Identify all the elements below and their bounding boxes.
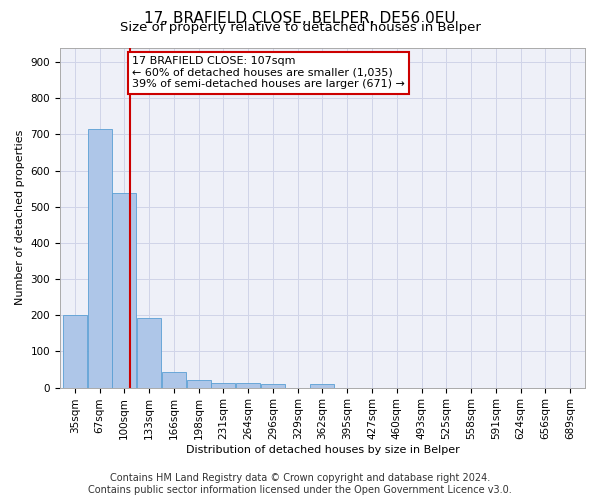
Bar (88, 129, 112, 388)
Text: Contains HM Land Registry data © Crown copyright and database right 2024.
Contai: Contains HM Land Registry data © Crown c… (88, 474, 512, 495)
Bar (310, 384, 334, 388)
Bar (137, 318, 161, 388)
Text: 17 BRAFIELD CLOSE: 107sqm
← 60% of detached houses are smaller (1,035)
39% of se: 17 BRAFIELD CLOSE: 107sqm ← 60% of detac… (132, 56, 405, 90)
Y-axis label: Number of detached properties: Number of detached properties (15, 130, 25, 305)
Bar (63, 315, 87, 388)
Bar (112, 194, 136, 388)
Text: Size of property relative to detached houses in Belper: Size of property relative to detached ho… (119, 21, 481, 34)
Bar (261, 384, 285, 388)
X-axis label: Distribution of detached houses by size in Belper: Distribution of detached houses by size … (185, 445, 460, 455)
Text: 17, BRAFIELD CLOSE, BELPER, DE56 0EU: 17, BRAFIELD CLOSE, BELPER, DE56 0EU (144, 11, 456, 26)
Bar (162, 372, 186, 388)
Bar (236, 383, 260, 388)
Bar (211, 382, 235, 388)
Bar (187, 380, 211, 388)
